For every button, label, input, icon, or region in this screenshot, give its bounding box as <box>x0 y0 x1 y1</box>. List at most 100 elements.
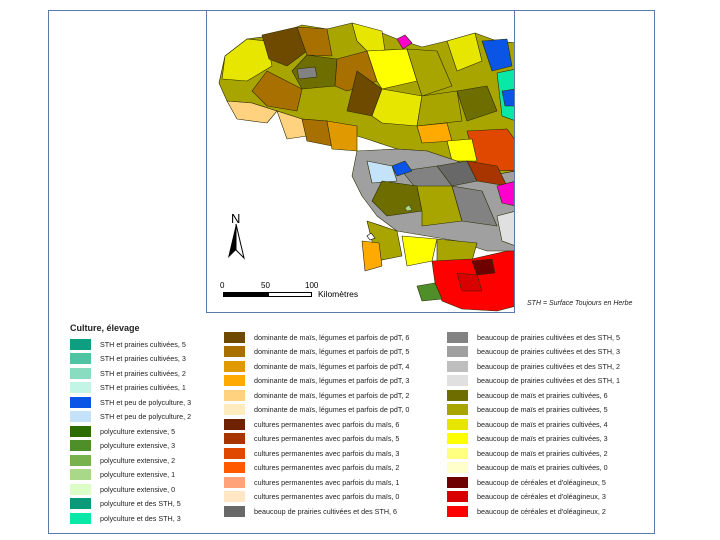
legend-item: dominante de maïs, légumes et parfois de… <box>224 359 409 374</box>
legend-label: dominante de maïs, légumes et parfois de… <box>254 361 410 371</box>
scale-tick-100: 100 <box>305 281 319 290</box>
legend-item: beaucoup de maïs et prairies cultivées, … <box>447 417 620 432</box>
legend-item: STH et peu de polyculture, 2 <box>70 410 191 425</box>
legend-swatch <box>70 353 91 365</box>
legend-label: polyculture extensive, 2 <box>100 455 176 465</box>
legend-label: dominante de maïs, légumes et parfois de… <box>254 405 410 415</box>
legend-swatch <box>447 404 468 416</box>
legend-column-1: STH et prairies cultivées, 5 STH et prair… <box>70 337 191 526</box>
legend-label: STH et prairies cultivées, 5 <box>100 339 186 349</box>
legend-item: cultures permanentes avec parfois du maï… <box>224 490 409 505</box>
scale-unit: Kilomètres <box>318 289 359 299</box>
legend-label: STH et prairies cultivées, 1 <box>100 383 186 393</box>
legend-swatch <box>224 505 245 517</box>
legend-label: dominante de maïs, légumes et parfois de… <box>254 390 410 400</box>
legend-swatch <box>447 360 468 372</box>
legend-item: STH et prairies cultivées, 1 <box>70 381 191 396</box>
legend-swatch <box>70 382 91 394</box>
legend-label: beaucoup de maïs et prairies cultivées, … <box>477 434 608 444</box>
legend-label: polyculture extensive, 1 <box>100 470 176 480</box>
legend-swatch <box>447 447 468 459</box>
legend-item: STH et peu de polyculture, 3 <box>70 395 191 410</box>
legend-item: beaucoup de céréales et d'oléagineux, 3 <box>447 490 620 505</box>
legend-item: dominante de maïs, légumes et parfois de… <box>224 403 409 418</box>
legend-item: beaucoup de céréales et d'oléagineux, 5 <box>447 475 620 490</box>
legend-item: cultures permanentes avec parfois du maï… <box>224 461 409 476</box>
legend-label: STH et peu de polyculture, 2 <box>100 412 192 422</box>
legend-label: STH et prairies cultivées, 3 <box>100 354 186 364</box>
legend-label: beaucoup de céréales et d'oléagineux, 5 <box>477 477 606 487</box>
legend-label: dominante de maïs, légumes et parfois de… <box>254 376 410 386</box>
legend-label: beaucoup de céréales et d'oléagineux, 2 <box>477 506 606 516</box>
legend-item: beaucoup de maïs et prairies cultivées, … <box>447 403 620 418</box>
legend-column-2: dominante de maïs, légumes et parfois de… <box>224 330 409 519</box>
map-panel[interactable] <box>206 10 515 313</box>
legend-item: polyculture extensive, 3 <box>70 439 191 454</box>
legend-item: beaucoup de prairies cultivées et des ST… <box>447 330 620 345</box>
legend-swatch <box>70 483 91 495</box>
legend-swatch <box>447 476 468 488</box>
legend-item: STH et prairies cultivées, 5 <box>70 337 191 352</box>
legend-swatch <box>447 491 468 503</box>
legend-label: beaucoup de céréales et d'oléagineux, 3 <box>477 492 606 502</box>
legend-item: dominante de maïs, légumes et parfois de… <box>224 374 409 389</box>
legend-label: dominante de maïs, légumes et parfois de… <box>254 347 410 357</box>
legend-label: polyculture et des STH, 5 <box>100 499 181 509</box>
legend-item: cultures permanentes avec parfois du maï… <box>224 475 409 490</box>
legend-swatch <box>224 433 245 445</box>
legend-label: beaucoup de maïs et prairies cultivées, … <box>477 405 608 415</box>
legend-item: STH et prairies cultivées, 2 <box>70 366 191 381</box>
legend-swatch <box>70 469 91 481</box>
scale-tick-50: 50 <box>261 281 270 290</box>
legend-swatch <box>224 447 245 459</box>
legend-swatch <box>70 367 91 379</box>
legend-label: STH et prairies cultivées, 2 <box>100 368 186 378</box>
legend-label: beaucoup de maïs et prairies cultivées, … <box>477 419 608 429</box>
legend-swatch <box>224 389 245 401</box>
legend-swatch <box>224 375 245 387</box>
legend-column-3: beaucoup de prairies cultivées et des ST… <box>447 330 620 519</box>
legend-swatch <box>224 491 245 503</box>
legend-swatch <box>70 338 91 350</box>
legend-item: polyculture extensive, 2 <box>70 453 191 468</box>
legend-label: polyculture extensive, 3 <box>100 441 176 451</box>
legend-label: beaucoup de prairies cultivées et des ST… <box>477 376 621 386</box>
legend-swatch <box>447 389 468 401</box>
legend-item: polyculture extensive, 5 <box>70 424 191 439</box>
legend-label: beaucoup de maïs et prairies cultivées, … <box>477 463 608 473</box>
legend-label: beaucoup de prairies cultivées et des ST… <box>477 332 621 342</box>
legend-item: polyculture et des STH, 5 <box>70 497 191 512</box>
legend-label: cultures permanentes avec parfois du maï… <box>254 463 400 473</box>
north-label: N <box>231 211 241 226</box>
legend-swatch <box>224 404 245 416</box>
legend-label: polyculture et des STH, 3 <box>100 513 181 523</box>
legend-label: beaucoup de prairies cultivées et des ST… <box>477 361 621 371</box>
legend-label: cultures permanentes avec parfois du maï… <box>254 434 400 444</box>
legend-swatch <box>70 411 91 423</box>
legend-item: beaucoup de maïs et prairies cultivées, … <box>447 446 620 461</box>
legend-item: cultures permanentes avec parfois du maï… <box>224 446 409 461</box>
scale-tick-0: 0 <box>220 281 225 290</box>
legend-swatch <box>224 360 245 372</box>
legend-label: dominante de maïs, légumes et parfois de… <box>254 332 410 342</box>
north-arrow-icon <box>228 223 245 260</box>
legend-title: Culture, élevage <box>70 323 140 333</box>
legend-swatch <box>224 476 245 488</box>
legend-swatch <box>70 512 91 524</box>
legend-label: beaucoup de prairies cultivées et des ST… <box>254 506 398 516</box>
legend-swatch <box>447 462 468 474</box>
legend-label: STH et peu de polyculture, 3 <box>100 397 192 407</box>
legend-label: cultures permanentes avec parfois du maï… <box>254 492 400 502</box>
legend-swatch <box>447 418 468 430</box>
legend-swatch <box>70 498 91 510</box>
legend-swatch <box>224 418 245 430</box>
legend-label: cultures permanentes avec parfois du maï… <box>254 448 400 458</box>
legend-item: beaucoup de céréales et d'oléagineux, 2 <box>447 504 620 519</box>
legend-item: beaucoup de prairies cultivées et des ST… <box>447 359 620 374</box>
choropleth-map[interactable] <box>207 11 515 313</box>
legend-swatch <box>224 331 245 343</box>
legend-item: beaucoup de prairies cultivées et des ST… <box>447 374 620 389</box>
legend-label: polyculture extensive, 5 <box>100 426 176 436</box>
legend-label: polyculture extensive, 0 <box>100 484 176 494</box>
legend-swatch <box>224 346 245 358</box>
